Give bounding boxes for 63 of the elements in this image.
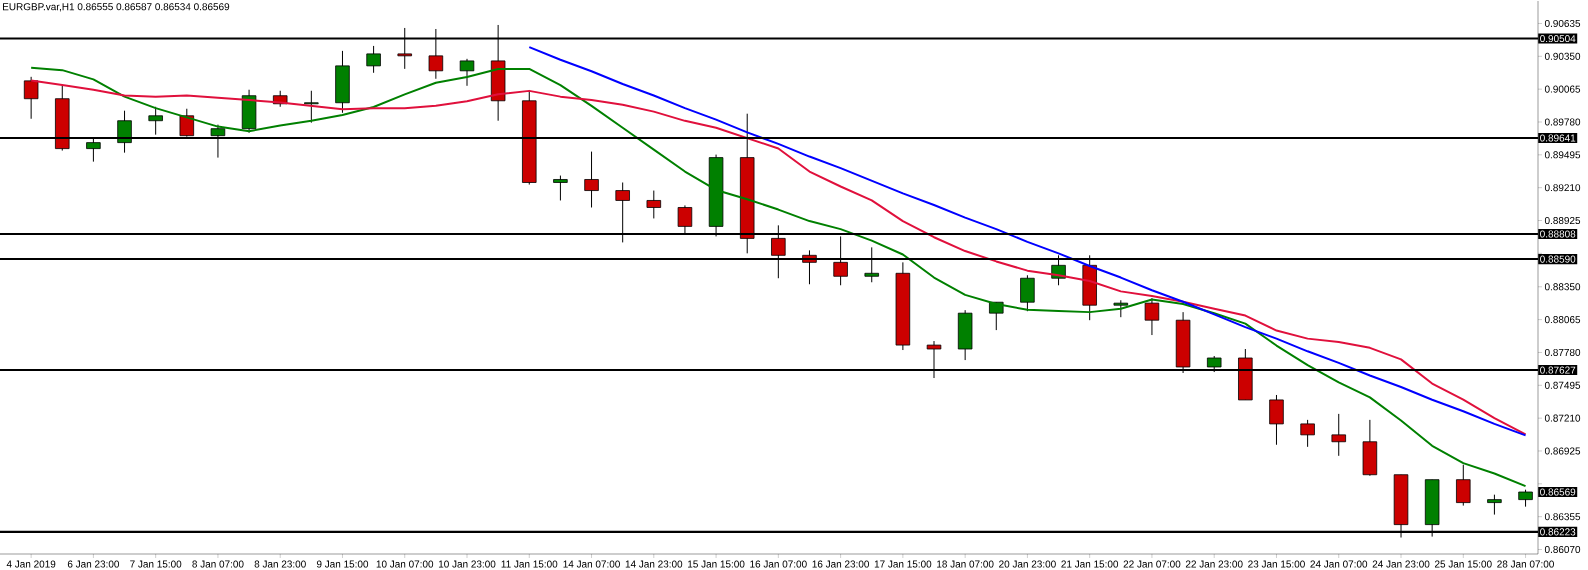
line-series (30, 66, 1527, 488)
ref-line-label: 0.86223 (1540, 528, 1576, 536)
y-tick-label: 0.87495 (1544, 381, 1581, 389)
y-tick-label: 0.90065 (1544, 85, 1581, 93)
ref-line-label: 0.88808 (1540, 230, 1576, 238)
x-tick-label: 15 Jan 15:00 (688, 560, 745, 568)
x-tick-label: 17 Jan 15:00 (874, 560, 932, 568)
x-tick-label: 10 Jan 23:00 (438, 560, 496, 568)
y-tick-label: 0.90350 (1544, 52, 1581, 60)
candlestick (1144, 297, 1160, 336)
x-tick-label: 20 Jan 23:00 (999, 560, 1056, 568)
x-tick-label: 9 Jan 15:00 (316, 560, 369, 568)
x-tick-label: 22 Jan 23:00 (1185, 560, 1243, 568)
candlestick (304, 90, 319, 124)
candlestick (23, 76, 39, 120)
x-tick-label: 24 Jan 23:00 (1372, 560, 1430, 568)
x-tick-label: 8 Jan 07:00 (192, 560, 244, 568)
candlestick (1020, 274, 1035, 312)
x-tick-label: 28 Jan 07:00 (1497, 560, 1554, 568)
candlestick (148, 106, 163, 136)
x-tick-label: 7 Jan 15:00 (130, 560, 182, 568)
x-tick-label: 22 Jan 07:00 (1123, 560, 1181, 568)
x-tick-label: 4 Jan 2019 (6, 560, 56, 568)
y-tick-label: 0.89210 (1544, 184, 1581, 192)
x-tick-label: 14 Jan 07:00 (563, 560, 620, 568)
y-tick-label: 0.88065 (1544, 316, 1581, 324)
y-tick-label: 0.86355 (1544, 513, 1581, 521)
y-tick-label: 0.87780 (1544, 348, 1581, 356)
candlestick (1456, 464, 1471, 507)
candlestick (1487, 494, 1502, 516)
candlestick (553, 175, 568, 201)
y-tick-label: 0.86925 (1544, 447, 1581, 455)
y-tick-label: 0.86070 (1544, 545, 1581, 554)
y-tick-label: 0.89495 (1544, 151, 1581, 159)
x-tick-label: 14 Jan 23:00 (625, 560, 683, 568)
text: 0.86569 (1540, 488, 1576, 496)
x-tick-label: 6 Jan 23:00 (67, 560, 120, 568)
ref-line-label: 0.88590 (1540, 255, 1576, 263)
x-tick-label: 16 Jan 23:00 (812, 560, 870, 568)
x-tick-label: 18 Jan 07:00 (937, 560, 994, 568)
candlestick (1269, 394, 1284, 446)
ref-line-label: 0.90504 (1540, 35, 1576, 43)
ref-line-label: 0.89641 (1540, 134, 1576, 142)
candlestick (646, 190, 662, 219)
x-tick-label: 10 Jan 07:00 (376, 560, 434, 568)
candlestick (366, 45, 381, 74)
y-tick-label: 0.90635 (1544, 19, 1581, 27)
y-tick-label: 0.88350 (1544, 283, 1581, 291)
candlestick (1331, 413, 1346, 457)
x-tick-label: 25 Jan 15:00 (1434, 560, 1492, 568)
x-tick-label: 24 Jan 07:00 (1310, 560, 1368, 568)
candlestick (584, 151, 599, 208)
y-tick-label: 0.88925 (1544, 216, 1581, 225)
y-tick-label: 0.87210 (1544, 414, 1581, 422)
ref-line-label: 0.87627 (1540, 366, 1576, 374)
x-tick-label: 21 Jan 15:00 (1061, 560, 1119, 568)
x-tick-label: 8 Jan 23:00 (254, 560, 306, 568)
candlestick (1300, 419, 1315, 448)
y-tick-label: 0.89780 (1544, 118, 1581, 126)
x-tick-label: 23 Jan 15:00 (1248, 560, 1305, 568)
x-tick-label: 16 Jan 07:00 (750, 560, 807, 568)
x-tick-label: 11 Jan 15:00 (501, 560, 558, 568)
chart-title: EURGBP.var,H1 0.86555 0.86587 0.86534 0.86569 (3, 3, 230, 12)
